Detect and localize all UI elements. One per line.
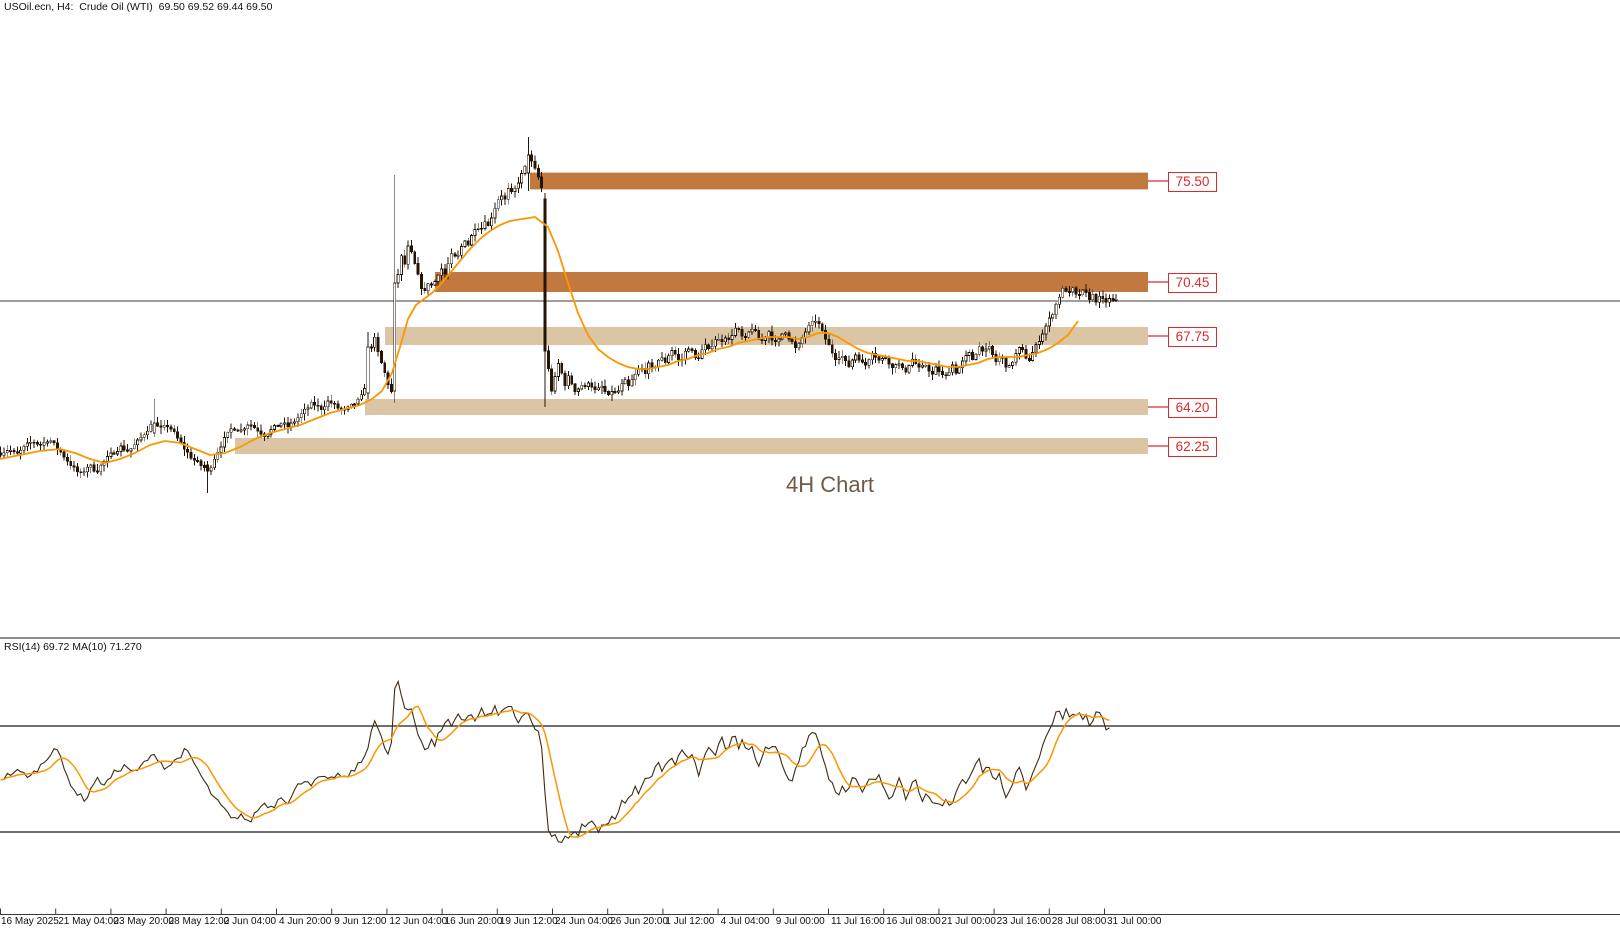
time-label: 26 Jun 20:00	[610, 916, 669, 927]
supply-demand-zones	[235, 172, 1168, 454]
time-axis: 16 May 2025 21 May 04:00 23 May 20:00 28 Ma…	[0, 916, 1620, 930]
candles-layer	[0, 137, 1118, 493]
price-ma-line	[0, 216, 1079, 464]
chart-caption: 4H Chart	[785, 472, 875, 497]
price-level-label: 75.50	[1168, 171, 1217, 192]
time-label: 16 Jun 20:00	[444, 916, 503, 927]
panel-divider[interactable]	[0, 637, 1620, 639]
price-level-label: 70.45	[1168, 272, 1217, 293]
time-label: 11 Jul 16:00	[831, 916, 885, 927]
time-label: 9 Jun 12:00	[334, 916, 387, 927]
time-label: 16 May 2025	[1, 916, 59, 927]
rsi-indicator-header: RSI(14) 69.72 MA(10) 71.270	[4, 641, 142, 653]
time-label: 12 Jun 04:00	[389, 916, 448, 927]
rsi-line	[0, 679, 1110, 844]
rsi-ma-line	[0, 705, 1110, 838]
time-label: 1 Jul 12:00	[665, 916, 715, 927]
time-label: 28 May 12:00	[168, 916, 230, 927]
time-label: 16 Jul 08:00	[886, 916, 941, 927]
time-label: 9 Jul 00:00	[775, 916, 825, 927]
price-level-label: 64.20	[1168, 397, 1217, 418]
time-label: 4 Jun 20:00	[279, 916, 332, 927]
time-label: 31 Jul 00:00	[1107, 916, 1162, 927]
symbol-info-header: USOil.ecn, H4: Crude Oil (WTI) 69.50 69.…	[4, 1, 273, 13]
time-label: 21 Jul 00:00	[941, 916, 996, 927]
time-label: 24 Jun 04:00	[555, 916, 613, 927]
time-label: 21 May 04:00	[58, 916, 119, 927]
time-label: 4 Jul 04:00	[720, 916, 770, 927]
time-label: 28 Jul 08:00	[1051, 916, 1107, 927]
price-level-label: 62.25	[1168, 436, 1217, 457]
time-label: 23 Jul 16:00	[996, 916, 1052, 927]
time-label: 2 Jun 04:00	[223, 916, 277, 927]
price-level-label: 67.75	[1168, 326, 1217, 347]
time-label: 23 May 20:00	[113, 916, 174, 927]
time-label: 19 Jun 12:00	[499, 916, 558, 927]
